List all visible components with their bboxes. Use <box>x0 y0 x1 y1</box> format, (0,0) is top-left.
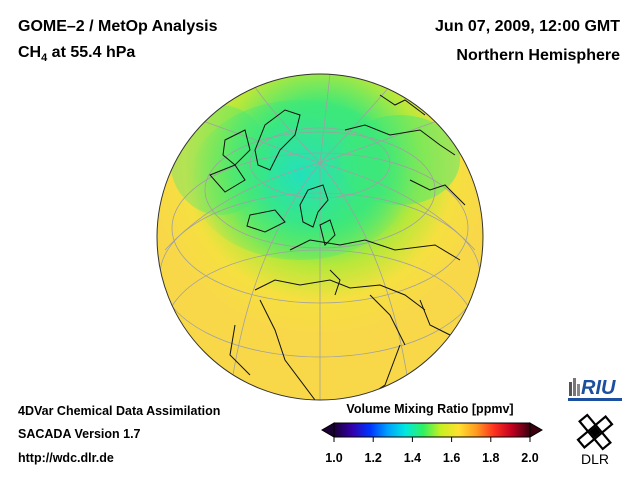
species-level: at 55.4 hPa <box>47 44 136 61</box>
species-subscript: 4 <box>41 52 48 65</box>
colorbar-title: Volume Mixing Ratio [ppmv] <box>346 402 514 416</box>
colorbar-tick-label: 1.6 <box>442 451 461 465</box>
colorbar-under-arrow <box>321 422 335 438</box>
footer-version: SACADA Version 1.7 <box>18 427 141 441</box>
species-label: CH4 at 55.4 hPa <box>18 44 135 64</box>
dlr-logo: DLR <box>576 413 614 467</box>
analysis-date: Jun 07, 2009, 12:00 GMT <box>435 18 620 35</box>
riu-logo: RIU <box>568 377 622 401</box>
map-title: GOME–2 / MetOp Analysis <box>18 18 218 35</box>
colorbar-tick-marks <box>333 437 531 442</box>
colorbar-ramp <box>333 422 531 438</box>
footer-method: 4DVar Chemical Data Assimilation <box>18 404 221 418</box>
coastlines <box>209 94 466 400</box>
colorbar-tick-label: 1.2 <box>364 451 382 465</box>
globe-outline <box>156 73 484 401</box>
colorbar-tick-label: 1.0 <box>325 451 343 465</box>
riu-logo-text: RIU <box>581 377 616 399</box>
colorbar-tick-label: 1.8 <box>482 451 500 465</box>
species-base: CH <box>18 44 42 61</box>
footer-url[interactable]: http://wdc.dlr.de <box>18 451 114 465</box>
colorbar-tick-label: 2.0 <box>521 451 539 465</box>
colorbar-tick-label: 1.4 <box>403 451 422 465</box>
colorbar-over-arrow <box>529 422 543 438</box>
region-label: Northern Hemisphere <box>456 47 620 64</box>
dlr-logo-text: DLR <box>581 451 609 467</box>
